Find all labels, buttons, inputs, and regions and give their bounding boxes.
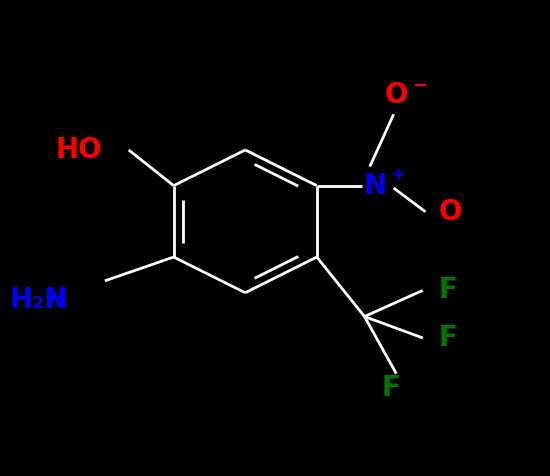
Text: −: − [412, 77, 428, 95]
Text: HO: HO [56, 136, 102, 164]
Text: +: + [390, 166, 405, 184]
Text: F: F [382, 374, 400, 402]
Text: H₂N: H₂N [9, 286, 68, 314]
Text: N: N [364, 172, 387, 199]
Text: O: O [439, 198, 462, 226]
Text: F: F [439, 324, 458, 352]
Text: H: H [45, 286, 68, 314]
Text: F: F [439, 277, 458, 304]
Text: O: O [384, 81, 408, 109]
